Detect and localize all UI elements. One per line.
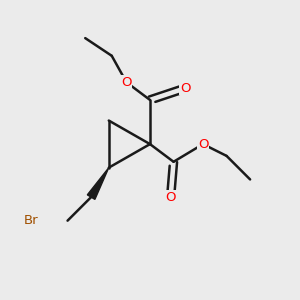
Text: O: O [165,190,176,204]
Text: O: O [198,138,208,151]
Text: O: O [121,76,132,89]
Text: O: O [180,82,190,95]
Polygon shape [87,168,109,200]
Text: Br: Br [23,214,38,227]
